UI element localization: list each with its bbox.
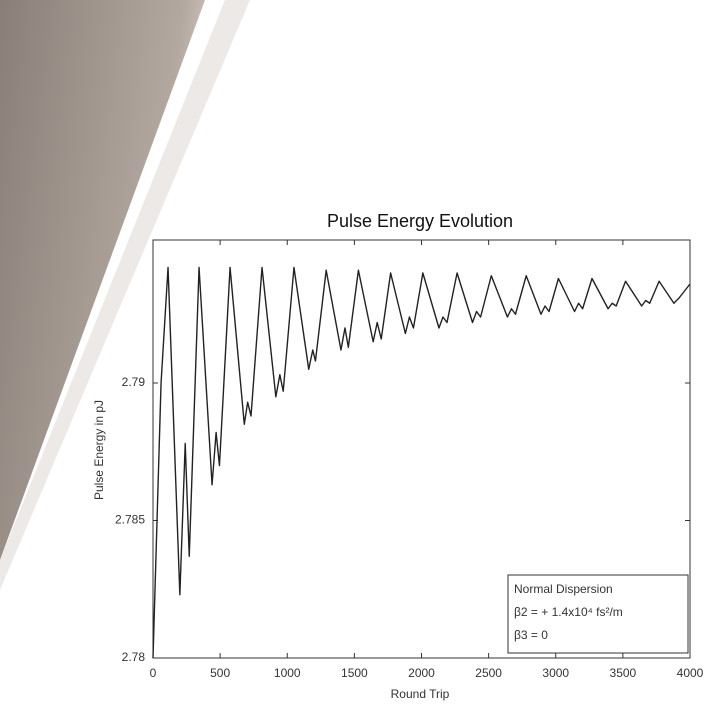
y-tick-label: 2.79 bbox=[122, 375, 146, 389]
legend-text: Normal Dispersion bbox=[514, 582, 613, 596]
x-tick-label: 500 bbox=[210, 666, 230, 680]
data-line bbox=[152, 266, 691, 659]
legend-box bbox=[507, 574, 689, 654]
scan-shadow bbox=[0, 0, 205, 560]
x-tick-label: 1000 bbox=[274, 666, 301, 680]
x-tick-label: 2500 bbox=[475, 666, 502, 680]
x-tick-label: 0 bbox=[150, 666, 157, 680]
y-axis-label: Pulse Energy in pJ bbox=[92, 400, 106, 500]
legend-text: β2 = + 1.4x10⁴ fs²/m bbox=[514, 605, 623, 619]
legend-text: β3 = 0 bbox=[514, 628, 548, 642]
x-tick-label: 4000 bbox=[677, 666, 704, 680]
x-tick-label: 3000 bbox=[542, 666, 569, 680]
y-tick-label: 2.785 bbox=[115, 513, 145, 527]
chart-title: Pulse Energy Evolution bbox=[327, 211, 513, 231]
x-tick-label: 2000 bbox=[408, 666, 435, 680]
x-tick-label: 3500 bbox=[610, 666, 637, 680]
x-tick-label: 1500 bbox=[341, 666, 368, 680]
x-axis-label: Round Trip bbox=[391, 687, 450, 701]
scan-streak bbox=[0, 0, 250, 590]
y-tick-label: 2.78 bbox=[122, 650, 146, 664]
